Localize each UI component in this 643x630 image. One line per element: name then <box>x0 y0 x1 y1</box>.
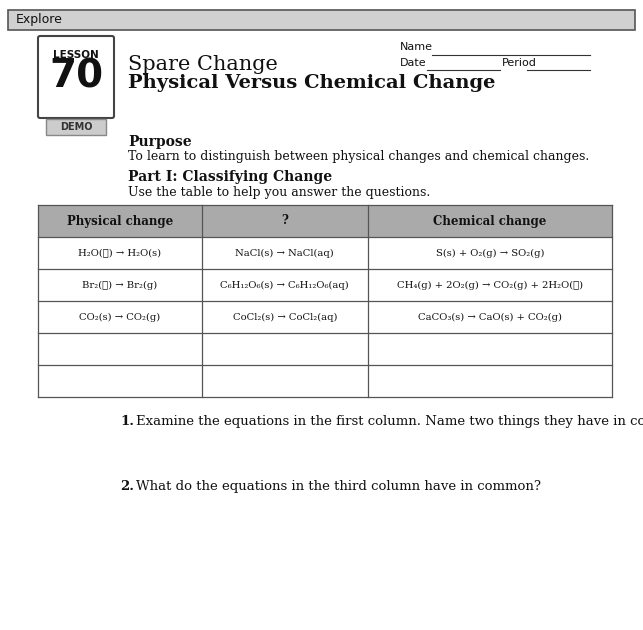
Text: Physical change: Physical change <box>67 214 173 227</box>
Text: What do the equations in the third column have in common?: What do the equations in the third colum… <box>136 480 541 493</box>
Text: DEMO: DEMO <box>60 122 92 132</box>
Text: Period: Period <box>502 58 537 68</box>
Text: Date: Date <box>400 58 426 68</box>
Text: 70: 70 <box>49 58 103 96</box>
Text: Br₂(ℓ) → Br₂(g): Br₂(ℓ) → Br₂(g) <box>82 280 158 290</box>
Text: Examine the equations in the first column. Name two things they have in common.: Examine the equations in the first colum… <box>136 415 643 428</box>
Text: Part I: Classifying Change: Part I: Classifying Change <box>128 170 332 184</box>
Text: 1.: 1. <box>120 415 134 428</box>
Text: C₆H₁₂O₆(s) → C₆H₁₂O₆(aq): C₆H₁₂O₆(s) → C₆H₁₂O₆(aq) <box>221 280 349 290</box>
Text: S(s) + O₂(g) → SO₂(g): S(s) + O₂(g) → SO₂(g) <box>436 248 544 258</box>
Bar <box>38 205 612 237</box>
Text: Use the table to help you answer the questions.: Use the table to help you answer the que… <box>128 186 430 199</box>
Bar <box>46 119 106 135</box>
Text: CO₂(s) → CO₂(g): CO₂(s) → CO₂(g) <box>79 312 160 321</box>
Text: CoCl₂(s) → CoCl₂(aq): CoCl₂(s) → CoCl₂(aq) <box>233 312 337 321</box>
Text: CaCO₃(s) → CaO(s) + CO₂(g): CaCO₃(s) → CaO(s) + CO₂(g) <box>418 312 562 321</box>
Text: Name: Name <box>400 42 433 52</box>
Text: Explore: Explore <box>16 13 63 26</box>
Text: 2.: 2. <box>120 480 134 493</box>
FancyBboxPatch shape <box>38 36 114 118</box>
Bar <box>8 10 635 30</box>
Text: Spare Change: Spare Change <box>128 55 278 74</box>
Text: H₂O(ℓ) → H₂O(s): H₂O(ℓ) → H₂O(s) <box>78 248 161 258</box>
Text: NaCl(s) → NaCl(aq): NaCl(s) → NaCl(aq) <box>235 248 334 258</box>
Text: Purpose: Purpose <box>128 135 192 149</box>
Text: LESSON: LESSON <box>53 50 99 60</box>
Text: Chemical change: Chemical change <box>433 214 547 227</box>
Text: CH₄(g) + 2O₂(g) → CO₂(g) + 2H₂O(ℓ): CH₄(g) + 2O₂(g) → CO₂(g) + 2H₂O(ℓ) <box>397 280 583 290</box>
Text: ?: ? <box>282 214 288 227</box>
Text: Physical Versus Chemical Change: Physical Versus Chemical Change <box>128 74 495 92</box>
Text: To learn to distinguish between physical changes and chemical changes.: To learn to distinguish between physical… <box>128 150 589 163</box>
